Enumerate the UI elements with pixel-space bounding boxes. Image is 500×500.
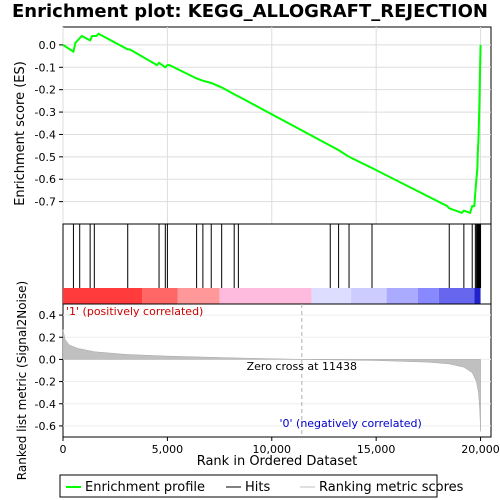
es-y-ticks: 0.0 -0.1 -0.2 -0.3 -0.4 -0.5 -0.6 -0.7 <box>35 39 63 209</box>
es-panel: 0.0 -0.1 -0.2 -0.3 -0.4 -0.5 -0.6 -0.7 Enrichme… <box>13 26 492 225</box>
es-y-axis-label: Enrichment score (ES) <box>13 61 28 206</box>
metric-y-tick-label: -0.4 <box>35 398 56 411</box>
legend-frame <box>59 474 438 498</box>
es-y-tick-label: -0.5 <box>35 151 56 164</box>
legend-label: Enrichment profile <box>85 480 205 495</box>
es-y-tick-label: -0.7 <box>35 196 56 209</box>
positive-correlation-label: '1' (positively correlated) <box>66 305 203 318</box>
x-tick-label: 20,000 <box>461 443 500 456</box>
metric-y-tick-label: 0.2 <box>39 331 57 344</box>
color-bar-segment <box>351 288 387 304</box>
enrichment-profile-line <box>62 32 482 215</box>
es-y-tick-label: -0.3 <box>35 106 56 119</box>
metric-y-ticks: 0.4 0.2 0.0 -0.2 -0.4 -0.6 <box>35 309 63 433</box>
x-tick-label: 0 <box>60 443 67 456</box>
x-axis: 0 5,000 10,000 15,000 20,000 <box>60 437 500 456</box>
metric-panel-frame <box>62 303 492 438</box>
es-y-tick-label: -0.6 <box>35 173 56 186</box>
x-tick-label: 10,000 <box>253 443 292 456</box>
x-tick-label: 15,000 <box>357 443 396 456</box>
es-y-tick-label: 0.0 <box>39 39 57 52</box>
es-y-tick-label: -0.4 <box>35 128 56 141</box>
color-bar-segment <box>177 288 220 304</box>
x-tick-label: 5,000 <box>152 443 184 456</box>
legend-label: Ranking metric scores <box>319 480 464 495</box>
ranking-color-bar <box>63 288 481 304</box>
legend-label: Hits <box>245 480 270 495</box>
zero-cross-label: Zero cross at 11438 <box>247 360 357 373</box>
color-bar-segment <box>63 288 143 304</box>
color-bar-segment <box>219 288 312 304</box>
color-bar-segment <box>417 288 439 304</box>
hits-panel <box>62 223 492 305</box>
metric-y-tick-label: 0.4 <box>39 309 57 322</box>
ranking-metric-area <box>62 329 481 432</box>
color-bar-segment <box>311 288 352 304</box>
color-bar-segment <box>386 288 418 304</box>
es-y-tick-label: -0.1 <box>35 61 56 74</box>
metric-y-axis-label: Ranked list metric (Signal2Noise) <box>15 281 29 480</box>
es-y-tick-label: -0.2 <box>35 84 56 97</box>
metric-panel: 0.4 0.2 0.0 -0.2 -0.4 -0.6 '1' (positively co… <box>15 281 492 480</box>
chart-title: Enrichment plot: KEGG_ALLOGRAFT_REJECTIO… <box>12 1 488 22</box>
legend: Enrichment profile Hits Ranking metric sco… <box>59 474 464 498</box>
color-bar-segment <box>438 288 475 304</box>
x-axis-label: Rank in Ordered Dataset <box>197 454 358 469</box>
metric-y-tick-label: 0.0 <box>39 353 57 366</box>
metric-y-tick-label: -0.6 <box>35 420 56 433</box>
metric-y-tick-label: -0.2 <box>35 376 56 389</box>
color-bar-segment <box>142 288 178 304</box>
negative-correlation-label: '0' (negatively correlated) <box>279 417 421 430</box>
hit-marks <box>72 224 482 288</box>
color-bar-segment <box>474 288 481 304</box>
es-panel-frame <box>62 26 492 225</box>
